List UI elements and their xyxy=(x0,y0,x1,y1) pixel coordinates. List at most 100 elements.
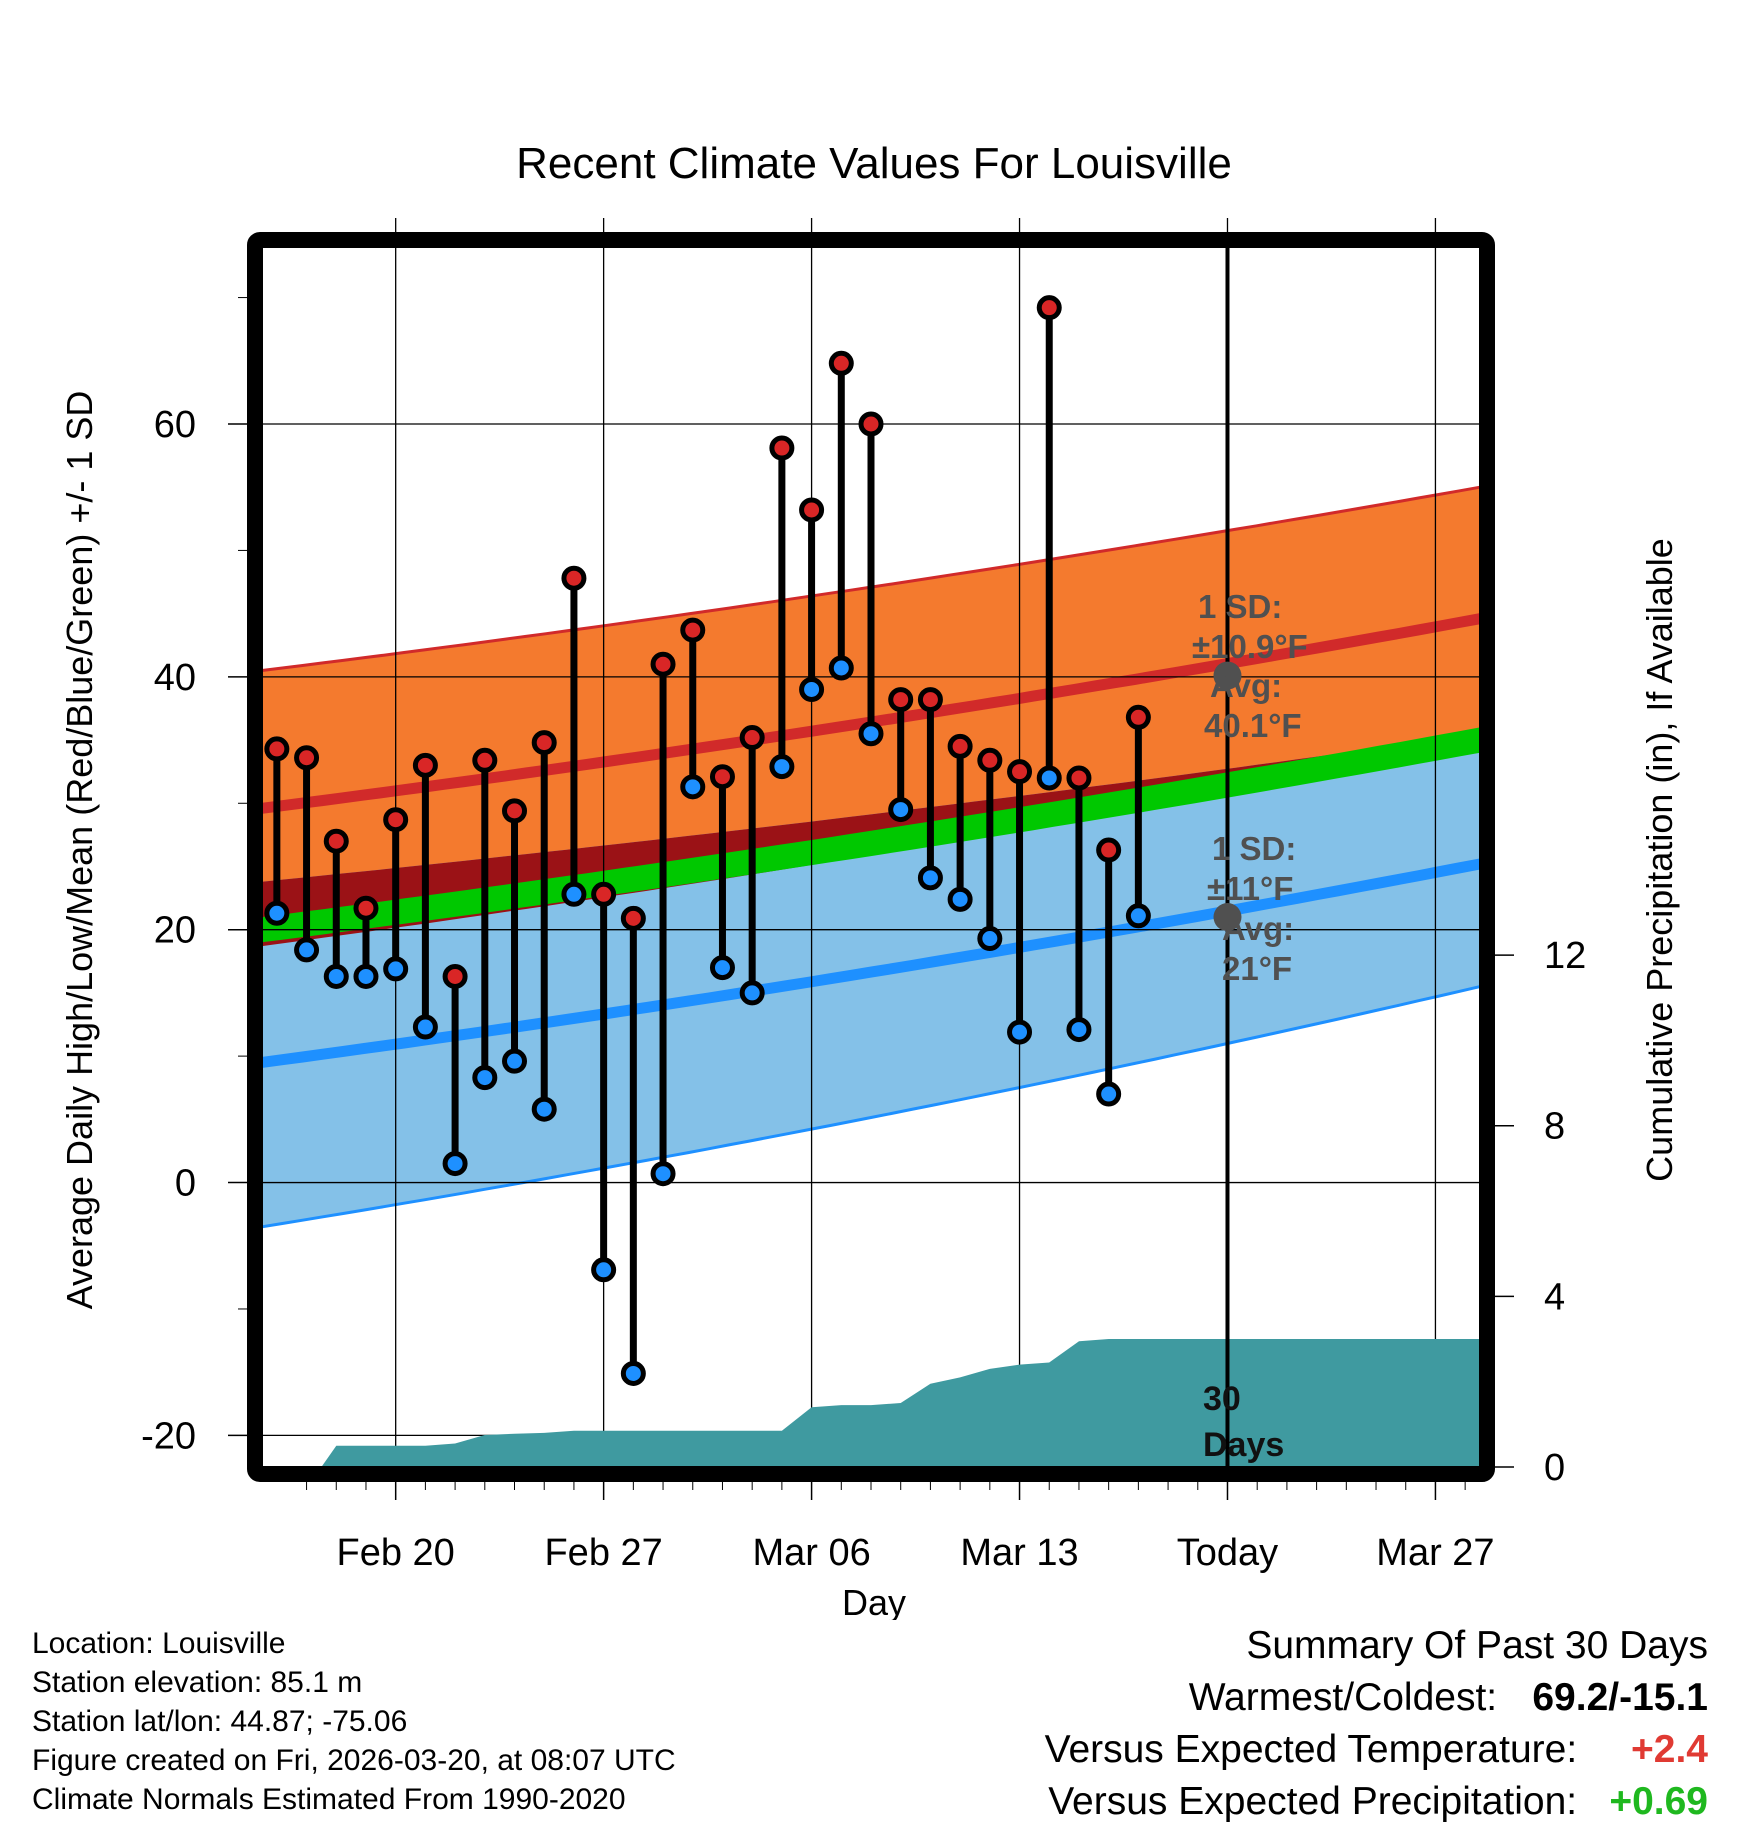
y-tick-label-left: -20 xyxy=(141,1415,196,1457)
high-point xyxy=(1096,837,1122,863)
sd-annotations: 1 SD: ±10.9°F Avg: 40.1°F 1 SD: ±11°F Av… xyxy=(1192,588,1308,1464)
summary-precip-row: Versus Expected Precipitation: +0.69 xyxy=(1045,1776,1708,1828)
high-point xyxy=(709,764,735,790)
summary-panel: Summary Of Past 30 Days Warmest/Coldest:… xyxy=(1045,1620,1708,1828)
high-point xyxy=(323,828,349,854)
low-sd-value: ±11°F xyxy=(1207,870,1293,907)
daily-range-bars xyxy=(264,295,1242,1386)
high-point xyxy=(680,617,706,643)
high-point xyxy=(294,745,320,771)
low-avg-dot xyxy=(1213,903,1242,932)
y-tick-label-left: 60 xyxy=(154,404,196,446)
high-point xyxy=(858,411,884,437)
high-point xyxy=(264,736,290,762)
high-sd-value: ±10.9°F xyxy=(1192,628,1308,665)
high-point xyxy=(561,565,587,591)
high-point xyxy=(769,435,795,461)
low-point xyxy=(1066,1017,1092,1043)
summary-warm-label: Warmest/Coldest: xyxy=(1188,1676,1498,1719)
y-tick-label-left: 40 xyxy=(154,657,196,699)
high-point xyxy=(828,350,854,376)
high-point xyxy=(442,963,468,989)
y-tick-label-right: 12 xyxy=(1544,935,1586,977)
low-point xyxy=(412,1014,438,1040)
days-count: 30 xyxy=(1203,1380,1241,1418)
low-point xyxy=(531,1096,557,1122)
high-point xyxy=(650,651,676,677)
high-sd-label: 1 SD: xyxy=(1198,588,1282,625)
low-lower-line xyxy=(261,985,1481,1229)
y-tick-label-left: 20 xyxy=(154,910,196,952)
low-point xyxy=(769,754,795,780)
high-point xyxy=(472,747,498,773)
low-point xyxy=(502,1048,528,1074)
plot-border xyxy=(247,232,1495,1482)
y-tick-label-right: 4 xyxy=(1544,1276,1565,1318)
high-point xyxy=(412,752,438,778)
summary-warm-value: 69.2/-15.1 xyxy=(1532,1676,1708,1719)
y-axis-left-label: Average Daily High/Low/Mean (Red/Blue/Gr… xyxy=(59,391,100,1310)
summary-heading: Summary Of Past 30 Days xyxy=(1246,1624,1708,1667)
summary-temp-row: Versus Expected Temperature: +2.4 xyxy=(1045,1724,1708,1776)
precip-cumulative-area xyxy=(321,1339,1480,1467)
low-avg-label: Avg: xyxy=(1222,910,1294,947)
y-tick-label-left: 0 xyxy=(175,1163,196,1205)
low-point xyxy=(1125,903,1151,929)
info-created: Figure created on Fri, 2026-03-20, at 08… xyxy=(32,1744,676,1777)
low-point xyxy=(858,721,884,747)
high-point xyxy=(620,905,646,931)
summary-precip-label: Versus Expected Precipitation: xyxy=(1048,1780,1578,1823)
info-latlon: Station lat/lon: 44.87; -75.06 xyxy=(32,1705,408,1738)
high-point xyxy=(739,725,765,751)
low-point xyxy=(620,1360,646,1386)
high-point xyxy=(353,895,379,921)
low-point xyxy=(323,963,349,989)
plot-frame xyxy=(247,232,1495,1482)
low-point xyxy=(264,900,290,926)
low-point xyxy=(799,676,825,702)
precip-area xyxy=(321,1339,1480,1467)
high-point xyxy=(1125,704,1151,730)
low-point xyxy=(591,1257,617,1283)
y-tick-label-right: 8 xyxy=(1544,1106,1565,1148)
high-point xyxy=(1007,759,1033,785)
low-point xyxy=(888,797,914,823)
y-axis-right-label: Cumulative Precipitation (in), If Availa… xyxy=(1639,538,1680,1182)
high-point xyxy=(591,881,617,907)
high-point xyxy=(947,733,973,759)
high-point xyxy=(977,747,1003,773)
high-avg-value: 40.1°F xyxy=(1204,707,1302,744)
high-point xyxy=(799,497,825,523)
summary-precip-value: +0.69 xyxy=(1609,1780,1708,1823)
low-point xyxy=(1007,1019,1033,1045)
low-point xyxy=(917,865,943,891)
x-tick-label: Mar 13 xyxy=(960,1532,1078,1574)
info-elevation: Station elevation: 85.1 m xyxy=(32,1666,363,1699)
summary-temp-label: Versus Expected Temperature: xyxy=(1044,1728,1578,1771)
low-avg-value: 21°F xyxy=(1222,950,1292,987)
low-point xyxy=(828,655,854,681)
x-tick-label: Mar 27 xyxy=(1376,1532,1494,1574)
climate-chart: Recent Climate Values For Louisville 1 S… xyxy=(59,139,1680,1620)
low-point xyxy=(383,956,409,982)
info-normals: Climate Normals Estimated From 1990-2020 xyxy=(32,1783,626,1816)
high-point xyxy=(1066,765,1092,791)
low-point xyxy=(353,963,379,989)
high-point xyxy=(917,687,943,713)
high-point xyxy=(531,730,557,756)
low-point xyxy=(977,926,1003,952)
summary-temp-value: +2.4 xyxy=(1631,1728,1708,1771)
high-avg-dot xyxy=(1213,661,1242,690)
x-tick-label: Feb 20 xyxy=(337,1532,455,1574)
x-tick-label: Today xyxy=(1177,1532,1278,1574)
y-tick-label-right: 0 xyxy=(1544,1447,1565,1489)
low-point xyxy=(1096,1081,1122,1107)
high-point xyxy=(383,807,409,833)
low-point xyxy=(650,1161,676,1187)
low-point xyxy=(709,955,735,981)
low-sd-label: 1 SD: xyxy=(1212,830,1296,867)
low-point xyxy=(947,886,973,912)
x-axis-label: Day xyxy=(842,1582,906,1620)
high-point xyxy=(502,798,528,824)
low-point xyxy=(739,980,765,1006)
